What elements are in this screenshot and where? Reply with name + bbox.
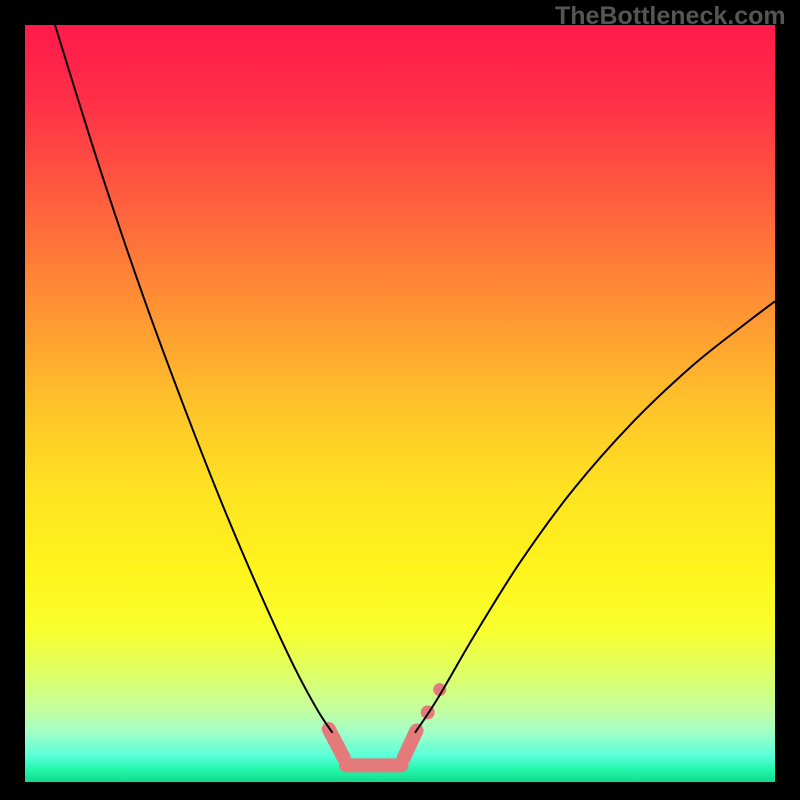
curves-layer bbox=[0, 0, 800, 800]
chart-frame: TheBottleneck.com bbox=[0, 0, 800, 800]
curve-right bbox=[415, 301, 775, 732]
bottom-band-seg-2 bbox=[404, 731, 417, 758]
bottom-band-seg-0 bbox=[329, 729, 344, 758]
watermark-text: TheBottleneck.com bbox=[555, 2, 786, 31]
curve-left bbox=[55, 25, 333, 733]
